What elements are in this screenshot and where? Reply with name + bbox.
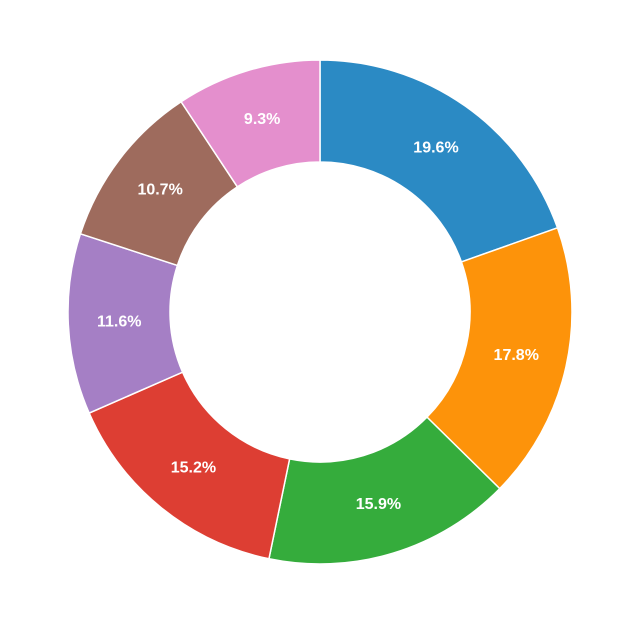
slice-2	[425, 226, 573, 490]
slice-label-2: 17.8%	[494, 347, 539, 364]
slice-3	[268, 416, 501, 565]
slice-label-1: 19.6%	[413, 139, 458, 156]
slice-1	[319, 59, 559, 263]
slices	[67, 59, 573, 565]
slice-7	[180, 59, 321, 188]
slice-label-3: 15.9%	[356, 496, 401, 513]
slice-label-7: 9.3%	[244, 111, 280, 128]
slice-label-4: 15.2%	[171, 460, 216, 477]
slice-label-5: 11.6%	[97, 313, 141, 330]
slice-label-6: 10.7%	[137, 182, 182, 199]
slice-labels: 19.6% 17.8% 15.9% 15.2% 11.6% 10.7% 9.3%	[97, 111, 539, 513]
